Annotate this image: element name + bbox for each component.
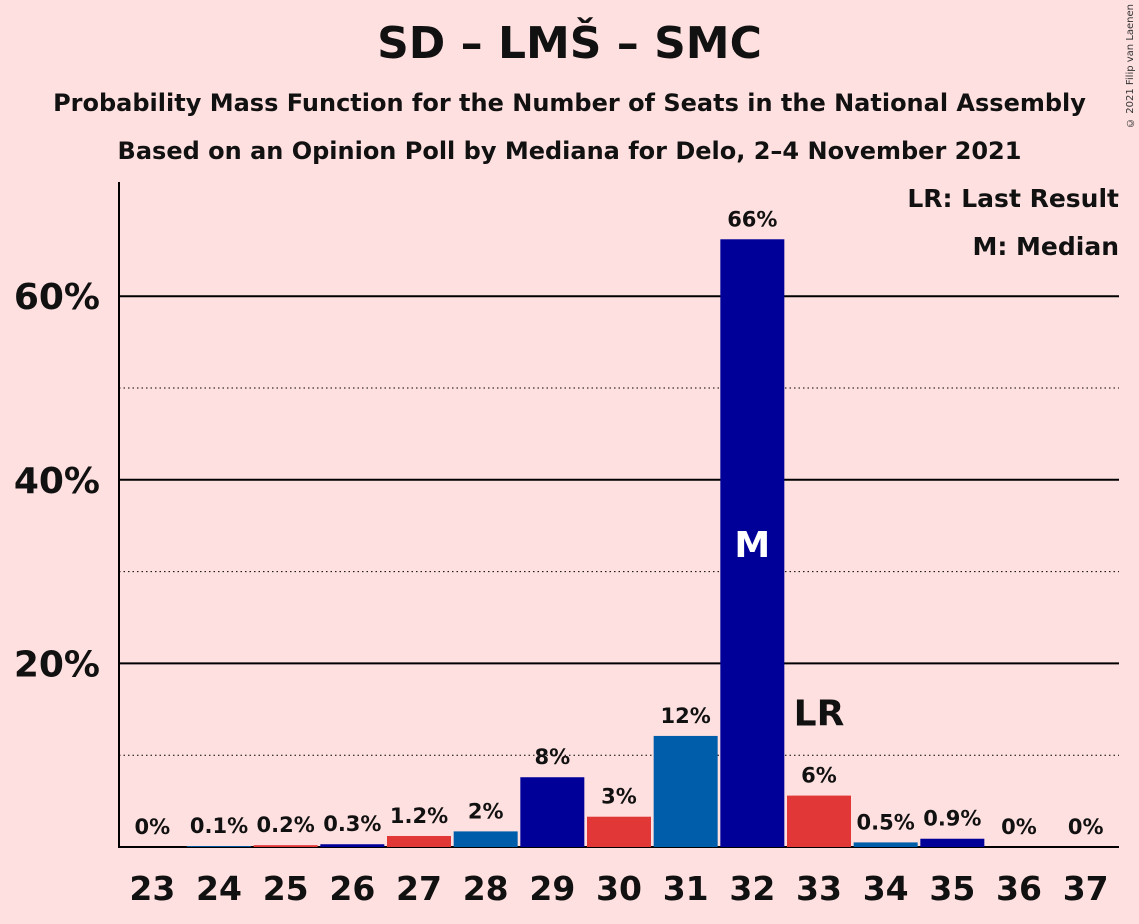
- bar-29: [520, 777, 585, 847]
- data-label: 12%: [661, 704, 711, 728]
- x-tick-label: 24: [196, 869, 242, 908]
- bar-27: [387, 835, 451, 847]
- chart-subtitle-1: Probability Mass Function for the Number…: [53, 89, 1086, 117]
- x-tick-label: 26: [329, 869, 375, 908]
- x-tick-label: 30: [596, 869, 642, 908]
- median-marker: M: [734, 525, 770, 566]
- data-label: 6%: [801, 764, 837, 788]
- data-label: 1.2%: [390, 804, 448, 828]
- data-label: 2%: [468, 799, 504, 823]
- x-tick-label: 33: [796, 869, 842, 908]
- bar-33: [787, 795, 851, 847]
- bar-34: [853, 842, 918, 847]
- bar-28: [453, 831, 518, 847]
- data-label: 0%: [1068, 815, 1104, 839]
- x-tick-label: 23: [129, 869, 175, 908]
- data-label: 66%: [727, 207, 777, 231]
- chart-title: SD – LMŠ – SMC: [377, 18, 762, 69]
- bar-24: [187, 846, 251, 847]
- data-label: 3%: [601, 785, 637, 809]
- last-result-marker: LR: [794, 694, 845, 735]
- y-tick-label: 60%: [14, 277, 100, 318]
- bar-31: [653, 735, 718, 847]
- bar-25: [253, 845, 318, 847]
- x-tick-label: 34: [863, 869, 909, 908]
- data-label: 0.3%: [323, 812, 381, 836]
- data-label: 0%: [1001, 815, 1037, 839]
- x-tick-label: 27: [396, 869, 442, 908]
- y-tick-label: 40%: [14, 461, 100, 502]
- data-label: 0.5%: [857, 810, 915, 834]
- legend-last-result: LR: Last Result: [907, 184, 1119, 213]
- data-label: 0.2%: [257, 813, 315, 837]
- x-tick-label: 37: [1063, 869, 1109, 908]
- bar-26: [320, 844, 385, 847]
- data-label: 0%: [135, 815, 171, 839]
- bar-32: [720, 239, 785, 847]
- y-tick-label: 20%: [14, 644, 100, 685]
- legend-median: M: Median: [972, 232, 1119, 261]
- x-tick-label: 29: [529, 869, 575, 908]
- chart-subtitle-2: Based on an Opinion Poll by Mediana for …: [117, 137, 1022, 165]
- x-tick-label: 31: [663, 869, 709, 908]
- x-tick-label: 28: [463, 869, 509, 908]
- x-tick-label: 32: [729, 869, 775, 908]
- data-label: 8%: [535, 745, 571, 769]
- x-tick-label: 35: [929, 869, 975, 908]
- data-label: 0.9%: [923, 807, 981, 831]
- data-label: 0.1%: [190, 814, 248, 838]
- bar-35: [920, 838, 985, 847]
- bar-30: [587, 816, 651, 847]
- x-tick-label: 25: [263, 869, 309, 908]
- x-tick-label: 36: [996, 869, 1042, 908]
